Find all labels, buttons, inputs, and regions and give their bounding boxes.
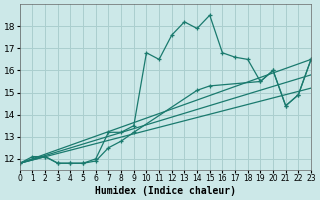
X-axis label: Humidex (Indice chaleur): Humidex (Indice chaleur)	[95, 186, 236, 196]
